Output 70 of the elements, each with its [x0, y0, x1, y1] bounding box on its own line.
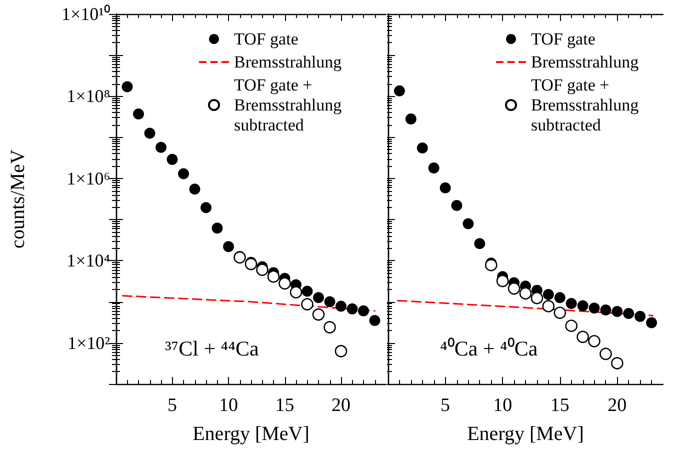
point	[394, 85, 405, 96]
point	[612, 306, 623, 317]
legend-label: TOF gate	[531, 30, 596, 48]
x-tick-label: 5	[440, 395, 450, 416]
point	[428, 162, 440, 174]
point	[212, 222, 223, 234]
y-tick-label: 1×10¹⁰	[61, 4, 110, 24]
y-tick-label: 1×10⁴	[66, 250, 110, 271]
point	[336, 300, 346, 312]
point	[566, 298, 577, 309]
x-tick-label: 20	[332, 395, 350, 416]
point	[554, 292, 566, 304]
point	[451, 200, 462, 211]
point	[133, 108, 144, 120]
point	[324, 296, 336, 308]
point	[244, 258, 258, 270]
point	[588, 302, 600, 314]
point	[122, 81, 133, 92]
point	[577, 300, 588, 312]
x-tick-label: 10	[493, 395, 512, 416]
legend-label: Bremsstrahlung	[531, 52, 640, 72]
point	[542, 300, 555, 312]
annotation: ³⁷Cl + ⁴⁴Ca	[165, 336, 260, 360]
point	[405, 113, 416, 124]
y-tick-label: 1×10⁸	[66, 86, 110, 106]
point	[189, 184, 200, 195]
point	[462, 218, 474, 230]
point	[440, 182, 451, 194]
point	[313, 292, 324, 304]
point	[496, 274, 509, 288]
point	[256, 264, 268, 276]
point	[474, 238, 486, 250]
point	[144, 128, 156, 139]
point	[178, 168, 189, 180]
x-tick-label: 15	[550, 395, 570, 416]
point	[508, 282, 520, 295]
point	[623, 308, 634, 319]
x-tick-label: 10	[219, 395, 238, 416]
point	[346, 303, 358, 314]
y-tick-label: 1×10²	[67, 332, 110, 353]
point	[542, 289, 554, 300]
x-axis-title: Energy [MeV]	[467, 423, 584, 445]
y-tick-label: 1×10⁶	[66, 168, 110, 188]
legend-label: TOF gate + Bremsstrahlung subtracted	[234, 76, 346, 134]
x-tick-label: 15	[275, 395, 294, 416]
point	[646, 317, 658, 328]
point	[312, 308, 325, 321]
point	[278, 277, 291, 290]
point	[600, 304, 612, 316]
point	[156, 142, 166, 153]
y-axis-title: counts/MeV	[7, 149, 29, 248]
point	[634, 310, 646, 322]
annotation: ⁴⁰Ca + ⁴⁰Ca	[440, 336, 538, 360]
point	[200, 202, 212, 214]
point	[484, 258, 498, 272]
point	[166, 154, 178, 165]
point	[301, 298, 314, 310]
point	[223, 241, 234, 252]
point	[369, 315, 380, 326]
x-tick-label: 20	[608, 395, 627, 416]
point	[302, 286, 313, 297]
x-axis-title: Energy [MeV]	[192, 423, 310, 445]
x-tick-label: 5	[168, 395, 177, 416]
point	[554, 306, 566, 319]
point	[416, 142, 428, 154]
point	[267, 270, 280, 283]
legend-label: TOF gate + Bremsstrahlung subtracted	[531, 76, 643, 134]
legend-label: Bremsstrahlung	[234, 52, 342, 72]
legend-label: TOF gate	[234, 30, 298, 48]
point	[358, 305, 369, 316]
